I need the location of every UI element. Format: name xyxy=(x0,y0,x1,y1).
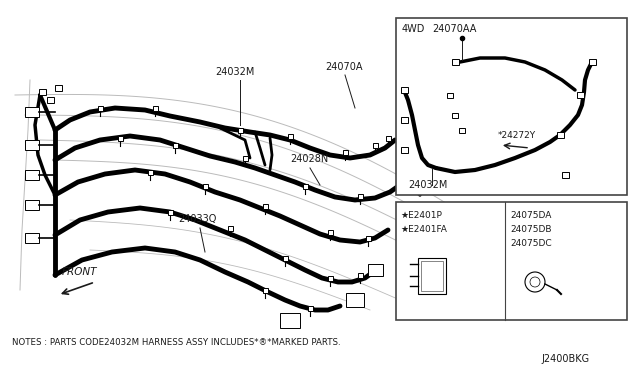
Bar xyxy=(358,193,362,199)
Bar xyxy=(577,92,584,98)
Bar xyxy=(152,106,157,110)
Bar xyxy=(421,261,443,291)
Bar xyxy=(227,225,232,231)
Bar xyxy=(38,89,45,95)
Bar xyxy=(372,142,378,148)
Bar xyxy=(287,134,292,138)
Text: J2400BKG: J2400BKG xyxy=(542,354,590,364)
Bar xyxy=(328,276,333,280)
Text: 24028N: 24028N xyxy=(290,154,328,164)
Bar xyxy=(401,147,408,153)
Text: 24070AA: 24070AA xyxy=(432,24,476,34)
Text: 24032M: 24032M xyxy=(215,67,254,77)
Bar xyxy=(243,155,248,160)
Text: ★E2401FA: ★E2401FA xyxy=(400,225,447,234)
Bar xyxy=(168,209,173,215)
Bar xyxy=(173,142,177,148)
Bar xyxy=(459,128,465,132)
Bar xyxy=(262,203,268,208)
Text: *24272Y: *24272Y xyxy=(498,131,536,140)
Bar xyxy=(202,183,207,189)
Text: 24033Q: 24033Q xyxy=(178,214,216,224)
Text: 24075DA: 24075DA xyxy=(510,211,552,220)
Bar xyxy=(401,87,408,93)
Bar xyxy=(557,132,563,138)
Bar xyxy=(25,233,39,243)
Bar xyxy=(358,273,362,278)
Bar xyxy=(396,202,627,320)
Bar xyxy=(401,117,408,123)
Bar xyxy=(451,59,458,65)
Bar xyxy=(452,112,458,118)
Bar xyxy=(303,183,307,189)
Text: 24075DC: 24075DC xyxy=(510,239,552,248)
Text: 24032M: 24032M xyxy=(408,180,447,190)
Text: 24070A: 24070A xyxy=(325,62,362,72)
Bar xyxy=(367,264,383,276)
Text: ★E2401P: ★E2401P xyxy=(400,211,442,220)
Bar xyxy=(328,230,333,234)
Bar xyxy=(282,256,287,260)
Text: 24075DB: 24075DB xyxy=(510,225,552,234)
Bar xyxy=(237,128,243,132)
Bar xyxy=(418,258,446,294)
Bar xyxy=(346,293,364,307)
Bar xyxy=(147,170,152,174)
Bar xyxy=(97,106,102,110)
Bar xyxy=(447,93,453,97)
Bar xyxy=(365,235,371,241)
Bar xyxy=(25,170,39,180)
Bar xyxy=(118,135,122,141)
Bar xyxy=(385,135,390,141)
Text: 4WD: 4WD xyxy=(402,24,426,34)
Bar xyxy=(280,312,300,327)
Bar xyxy=(262,288,268,292)
Bar xyxy=(54,85,61,91)
Text: FRONT: FRONT xyxy=(62,267,97,277)
Bar xyxy=(396,18,627,195)
Bar xyxy=(589,59,595,65)
Bar xyxy=(561,172,568,178)
Bar xyxy=(47,97,54,103)
Bar xyxy=(25,140,39,150)
Bar xyxy=(25,200,39,210)
Bar xyxy=(342,150,348,154)
Bar xyxy=(25,107,39,117)
Bar xyxy=(307,305,312,311)
Text: NOTES : PARTS CODE24032M HARNESS ASSY INCLUDES*®*MARKED PARTS.: NOTES : PARTS CODE24032M HARNESS ASSY IN… xyxy=(12,338,340,347)
